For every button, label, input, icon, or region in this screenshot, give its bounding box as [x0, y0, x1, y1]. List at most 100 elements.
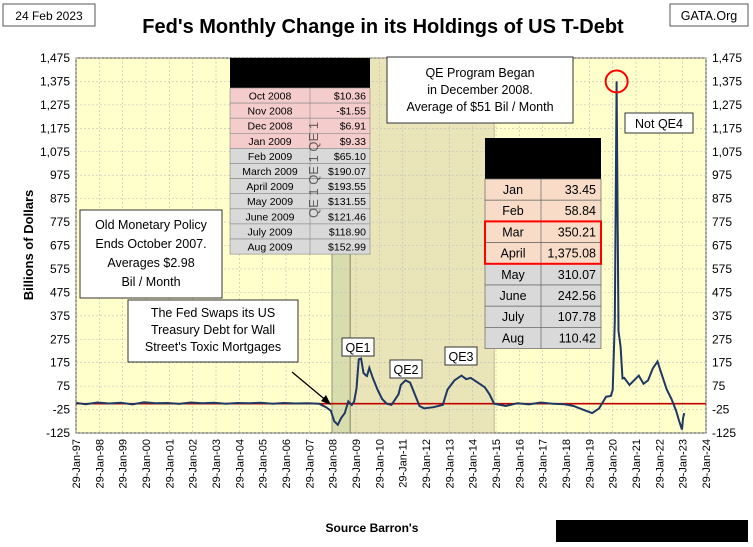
- table-2020: 2020 Month Bils $ Jan 33.45 Feb 58.84 Mar 350.21…: [484, 138, 602, 349]
- y-tick-label-right: 1,275: [712, 98, 742, 112]
- date-label: 24 Feb 2023: [15, 9, 83, 23]
- qe1-label-box: [341, 337, 375, 357]
- x-tick-label: 29-Jan-04: [234, 439, 246, 489]
- table-2020-month: Jan: [503, 183, 523, 197]
- x-tick-label: 29-Jan-09: [351, 439, 363, 489]
- x-tick-label: 29-Jan-99: [118, 439, 130, 489]
- table-2020-title-bg: [485, 138, 601, 160]
- table-2020-month: Feb: [502, 204, 524, 218]
- y-tick-label-right: 1,075: [712, 145, 742, 159]
- qe1-table-month: March 2009: [242, 166, 298, 178]
- qe1-table-row: [229, 238, 371, 255]
- y-tick-labels-left: 1,475 1,375 1,275 1,175 1,075 975 875 775 675 575…: [40, 51, 70, 440]
- old-policy-callout: [79, 209, 223, 299]
- y-tick-label-left: 775: [50, 215, 70, 229]
- qe1-table-value: -$1.55: [336, 106, 366, 118]
- site-box: [669, 3, 749, 27]
- qe1-table-month: Oct 2008: [249, 91, 292, 103]
- source-label: Source Barron's: [326, 521, 419, 535]
- qe1-purchases-table: Fed's Monthly Purchases Bils of $ Oct 2008…: [229, 58, 371, 255]
- old-policy-line-2: Ends October 2007.: [95, 237, 206, 251]
- chart-title: Fed's Monthly Change in its Holdings of …: [142, 16, 624, 38]
- x-tick-label: 29-Jan-05: [258, 439, 270, 489]
- x-tick-label: 29-Jan-18: [561, 439, 573, 489]
- qe-begin-callout: [386, 56, 574, 124]
- table-2020-value: 107.78: [558, 310, 596, 324]
- x-tick-label: 29-Jan-07: [304, 439, 316, 489]
- qe1-table-month: Nov 2008: [248, 106, 293, 118]
- qe1-table-month: April 2009: [246, 181, 293, 193]
- y-tick-label-right: 575: [712, 262, 732, 276]
- table-2020-value: 110.42: [559, 331, 596, 345]
- table-2020-value: 310.07: [558, 268, 596, 282]
- credit-label: Graphic by MarkJ. Lundeen: [573, 525, 730, 539]
- swap-callout: [127, 299, 299, 363]
- y-axis-label: Billions of Dollars: [21, 190, 36, 301]
- swap-line-2: Treasury Debt for Wall: [151, 323, 275, 337]
- qe1-table-value: $65.10: [334, 151, 366, 163]
- y-tick-label-right: 175: [712, 356, 732, 370]
- x-tick-label: 29-Jan-03: [211, 439, 223, 489]
- table-2020-title: 2020: [525, 143, 561, 160]
- x-tick-label: 29-Jan-06: [281, 439, 293, 489]
- x-tick-label: 29-Jan-17: [538, 439, 550, 489]
- x-tick-label: 29-Jan-20: [608, 439, 620, 489]
- qe1-table-value: $9.33: [340, 136, 366, 148]
- not-qe4-label: Not QE4: [635, 117, 683, 131]
- y-tick-label-right: 1,375: [712, 74, 742, 88]
- table-2020-month: June: [499, 289, 526, 303]
- y-tick-label-right: 875: [712, 192, 732, 206]
- y-tick-labels-right: 1,475 1,375 1,275 1,175 1,075 975 875 775 675 575…: [712, 51, 742, 440]
- qe2-label: QE2: [393, 363, 418, 377]
- table-2020-row: [484, 327, 602, 349]
- y-tick-label-left: 1,175: [40, 121, 70, 135]
- y-tick-label-left: 375: [50, 309, 70, 323]
- site-label: GATA.Org: [681, 9, 738, 23]
- table-2020-month: May: [501, 268, 525, 282]
- swap-line-3: Street's Toxic Mortgages: [145, 340, 281, 354]
- y-tick-label-left: 1,275: [40, 98, 70, 112]
- qe-begin-line-3: Average of $51 Bil / Month: [406, 100, 553, 114]
- x-tick-label: 29-Jan-21: [631, 439, 643, 489]
- table-2020-header-month: Month: [496, 163, 531, 177]
- x-tick-label: 29-Jan-14: [468, 439, 480, 489]
- x-tick-label: 29-Jan-12: [421, 439, 433, 489]
- qe1-table-value: $193.55: [328, 181, 366, 193]
- x-tick-label: 29-Jan-97: [71, 439, 83, 489]
- table-2020-header-bg: [485, 160, 601, 179]
- x-tick-label: 29-Jan-16: [514, 439, 526, 489]
- x-tick-label: 29-Jan-98: [94, 439, 106, 489]
- qe1-table-value: $6.91: [340, 121, 366, 133]
- table-2020-value: 350.21: [558, 225, 596, 239]
- table-2020-highlight-box: [484, 220, 602, 265]
- date-box: [2, 3, 96, 27]
- x-tick-label: 29-Jan-02: [188, 439, 200, 489]
- swap-arrow: [291, 371, 329, 403]
- qe1-table-month: Aug 2009: [248, 242, 293, 254]
- qe1-table-value: $118.90: [329, 226, 366, 238]
- qe2-label-box: [389, 359, 423, 379]
- y-tick-label-left: -125: [46, 426, 70, 440]
- qe1-label: QE1: [345, 341, 370, 355]
- y-tick-label-left: 975: [50, 168, 70, 182]
- peak-highlight-circle: [604, 69, 629, 94]
- qe1-table-value: $190.07: [328, 166, 366, 178]
- qe1-table-value: $121.46: [328, 211, 366, 223]
- x-tick-label: 29-Jan-01: [164, 439, 176, 489]
- table-2020-month: Mar: [502, 225, 524, 239]
- y-tick-label-left: -25: [53, 403, 71, 417]
- y-tick-label-right: 75: [712, 379, 726, 393]
- x-tick-label: 29-Jan-19: [584, 439, 596, 489]
- table-2020-value: 242.56: [558, 289, 596, 303]
- qe1-table-value: $10.36: [334, 91, 366, 103]
- table-2020-month: July: [502, 310, 525, 324]
- y-tick-label-right: 1,175: [712, 121, 742, 135]
- y-tick-label-right: -25: [712, 403, 730, 417]
- swap-line-1: The Fed Swaps its US: [151, 306, 275, 320]
- y-tick-label-left: 275: [50, 332, 70, 346]
- qe3-label: QE3: [448, 350, 473, 364]
- qe-begin-line-2: in December 2008.: [427, 83, 533, 97]
- qe1-table-month: June 2009: [245, 211, 294, 223]
- x-tick-label: 29-Jan-15: [491, 439, 503, 489]
